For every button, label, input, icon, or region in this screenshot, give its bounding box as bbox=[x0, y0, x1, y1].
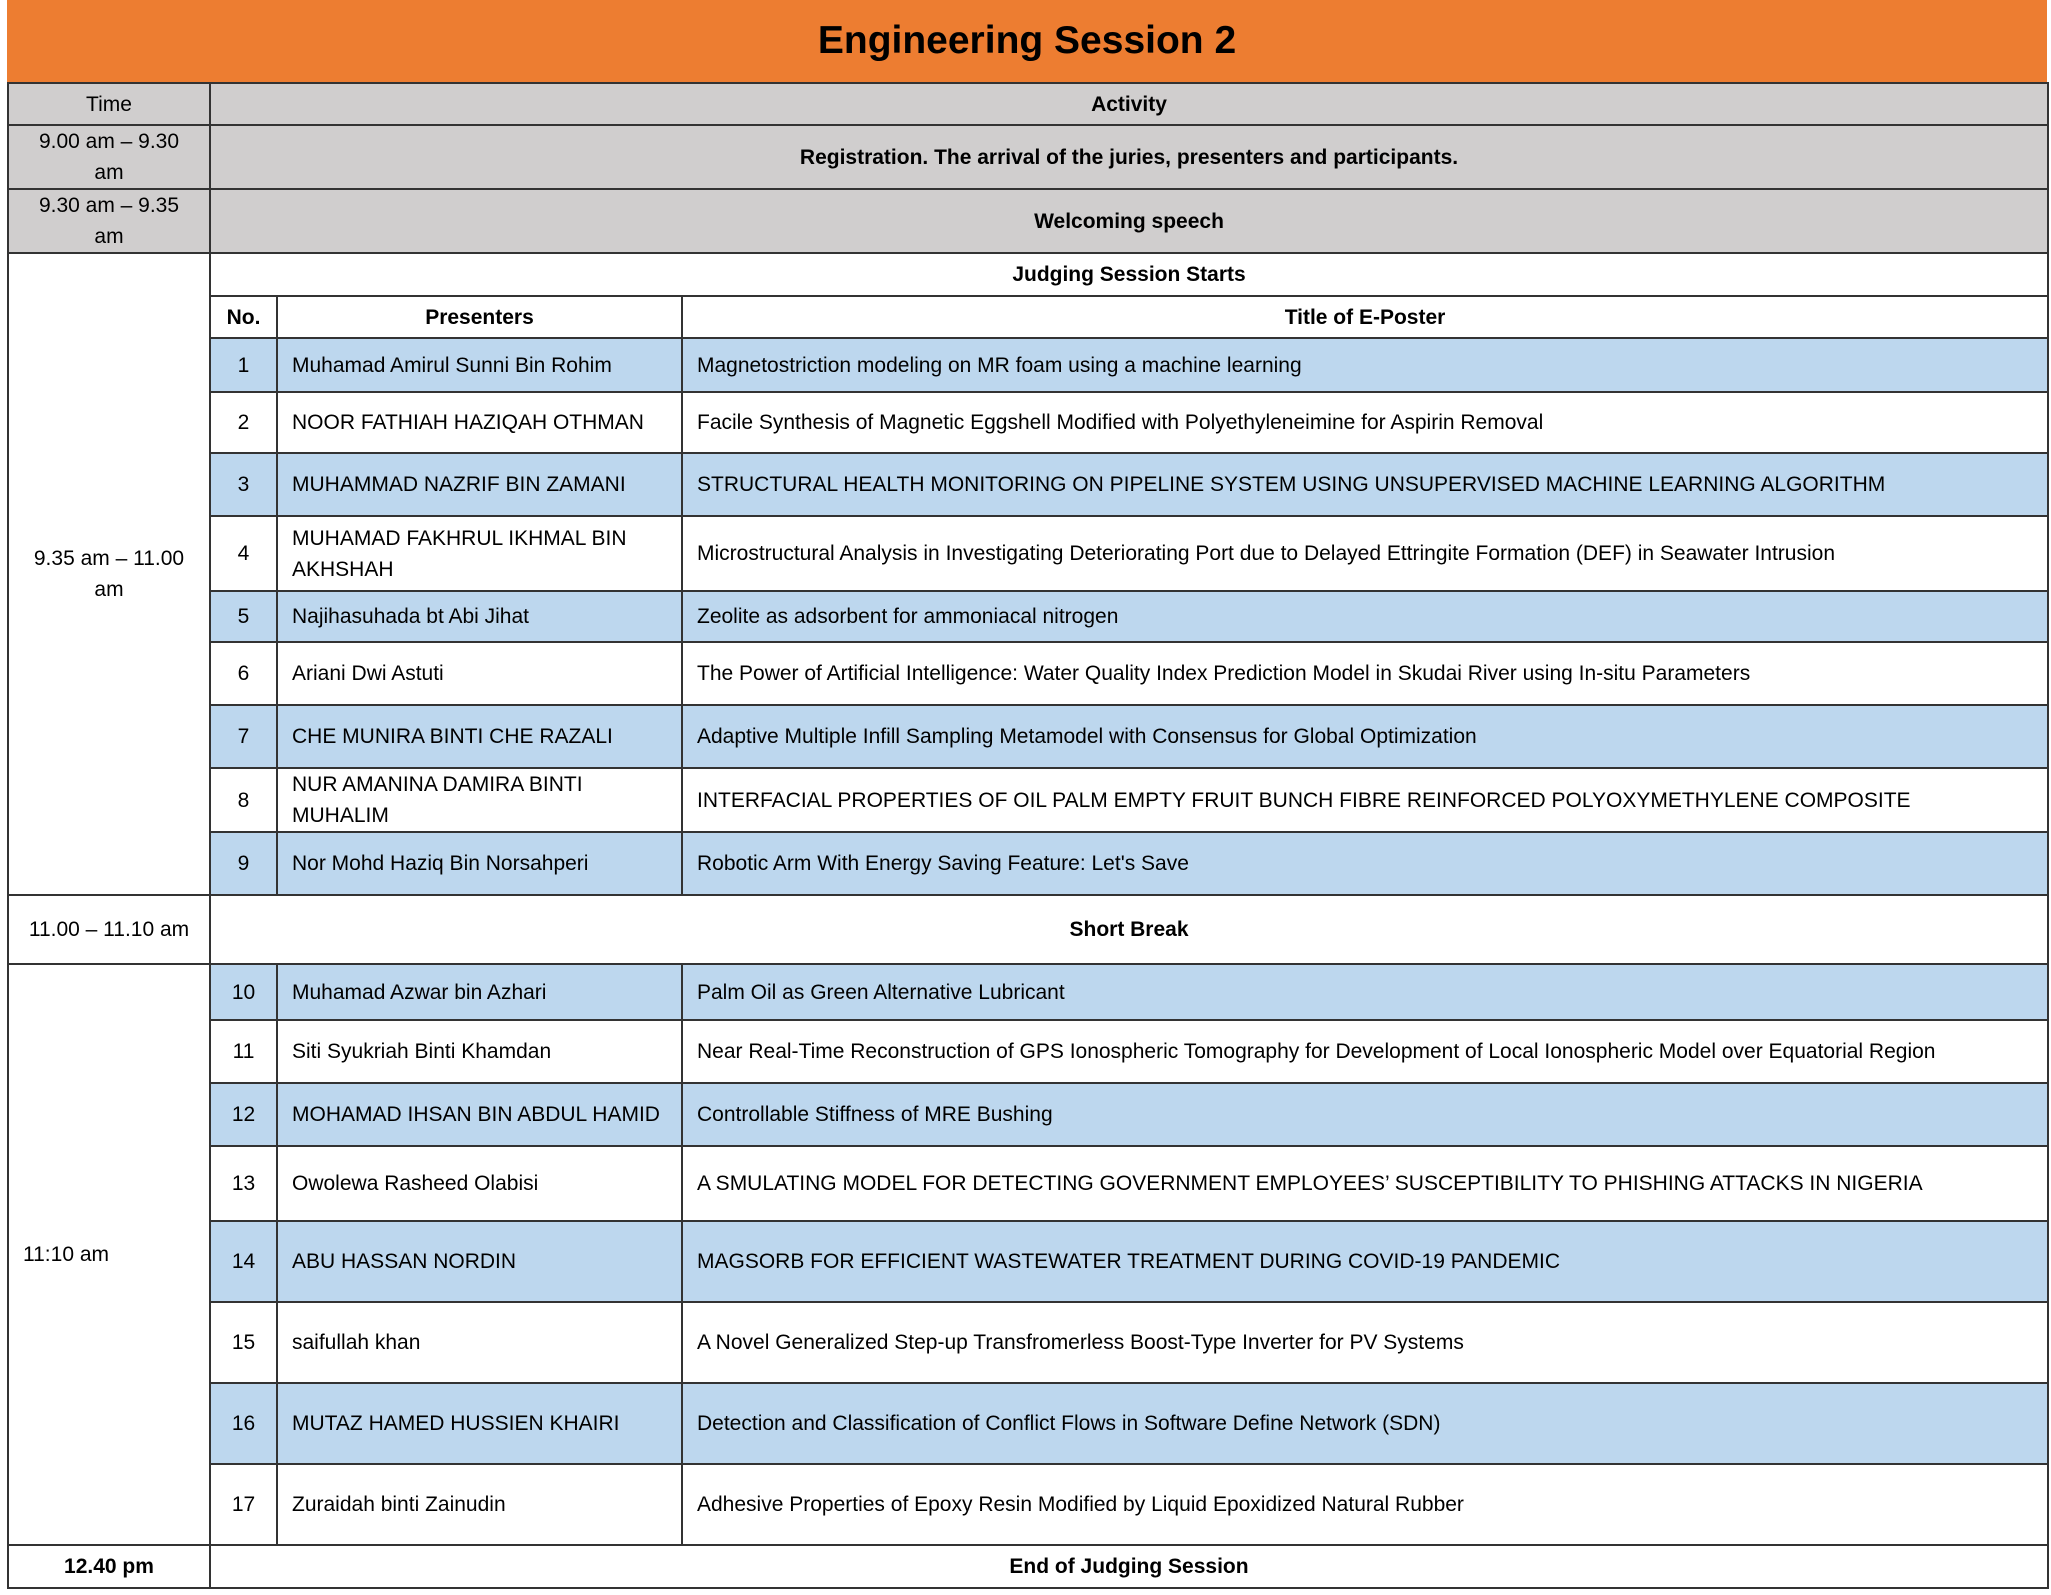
table-row: 11 Siti Syukriah Binti Khamdan Near Real-T… bbox=[8, 1019, 2050, 1084]
block2-time: 11:10 am bbox=[7, 963, 211, 1546]
table-row: 16 MUTAZ HAMED HUSSIEN KHAIRI Detection an… bbox=[8, 1382, 2050, 1465]
judging-start-row: 9.35 am – 11.00 am Judging Session Start… bbox=[7, 252, 2050, 896]
table-row: 1 Muhamad Amirul Sunni Bin Rohim Magnetost… bbox=[8, 337, 2050, 393]
column-header-row: No. Presenters Title of E-Poster bbox=[8, 295, 2050, 339]
presenter-name: Owolewa Rasheed Olabisi bbox=[276, 1145, 683, 1222]
end-row: 12.40 pm End of Judging Session bbox=[7, 1544, 2050, 1589]
row-number: 5 bbox=[209, 590, 278, 643]
judging-start-heading: Judging Session Starts bbox=[208, 252, 2050, 297]
row-number: 12 bbox=[209, 1082, 278, 1147]
registration-activity: Registration. The arrival of the juries,… bbox=[208, 124, 2050, 190]
row-number: 9 bbox=[209, 831, 278, 896]
end-activity: End of Judging Session bbox=[208, 1544, 2050, 1589]
schedule-table: Time Activity 9.00 am – 9.30 am Registra… bbox=[7, 82, 2050, 1589]
no-column-header: No. bbox=[209, 295, 278, 339]
presenter-name: Zuraidah binti Zainudin bbox=[276, 1463, 683, 1546]
table-row: 2 NOOR FATHIAH HAZIQAH OTHMAN Facile Synth… bbox=[8, 391, 2050, 454]
row-number: 13 bbox=[209, 1145, 278, 1222]
title-column-header: Title of E-Poster bbox=[680, 295, 2050, 339]
poster-title: Palm Oil as Green Alternative Lubricant bbox=[680, 963, 2050, 1021]
presenters-column-header: Presenters bbox=[276, 295, 683, 339]
row-number: 8 bbox=[209, 767, 278, 833]
row-number: 14 bbox=[209, 1220, 278, 1303]
poster-title: The Power of Artificial Intelligence: Wa… bbox=[680, 641, 2050, 706]
presenter-name: ABU HASSAN NORDIN bbox=[276, 1220, 683, 1303]
poster-title: Facile Synthesis of Magnetic Eggshell Mo… bbox=[680, 391, 2050, 454]
row-number: 10 bbox=[209, 963, 278, 1021]
table-row: 13 Owolewa Rasheed Olabisi A SMULATING MOD… bbox=[8, 1145, 2050, 1222]
row-number: 4 bbox=[209, 515, 278, 592]
row-number: 2 bbox=[209, 391, 278, 454]
presenter-name: MUHAMAD FAKHRUL IKHMAL BIN AKHSHAH bbox=[276, 515, 683, 592]
table-row: 11:10 am 10 Muhamad Azwar bin Azhari Palm O… bbox=[7, 963, 2050, 1546]
row-number: 7 bbox=[209, 704, 278, 769]
presenter-name: Nor Mohd Haziq Bin Norsahperi bbox=[276, 831, 683, 896]
block1-time: 9.35 am – 11.00 am bbox=[7, 252, 211, 896]
poster-title: INTERFACIAL PROPERTIES OF OIL PALM EMPTY… bbox=[680, 767, 2050, 833]
presenter-name: Siti Syukriah Binti Khamdan bbox=[276, 1019, 683, 1084]
presenter-name: NOOR FATHIAH HAZIQAH OTHMAN bbox=[276, 391, 683, 454]
short-break-activity: Short Break bbox=[208, 894, 2050, 965]
poster-title: Microstructural Analysis in Investigatin… bbox=[680, 515, 2050, 592]
registration-time: 9.00 am – 9.30 am bbox=[7, 124, 211, 190]
poster-title: Adaptive Multiple Infill Sampling Metamo… bbox=[680, 704, 2050, 769]
row-number: 6 bbox=[209, 641, 278, 706]
presenter-name: Muhamad Amirul Sunni Bin Rohim bbox=[276, 337, 683, 393]
time-header: Time bbox=[7, 82, 211, 126]
welcoming-activity: Welcoming speech bbox=[208, 188, 2050, 254]
table-row: 17 Zuraidah binti Zainudin Adhesive Proper… bbox=[8, 1463, 2050, 1546]
poster-title: STRUCTURAL HEALTH MONITORING ON PIPELINE… bbox=[680, 452, 2050, 517]
presenter-name: NUR AMANINA DAMIRA BINTI MUHALIM bbox=[276, 767, 683, 833]
poster-title: Zeolite as adsorbent for ammoniacal nitr… bbox=[680, 590, 2050, 643]
end-time: 12.40 pm bbox=[7, 1544, 211, 1589]
poster-title: A Novel Generalized Step-up Transfromerl… bbox=[680, 1301, 2050, 1384]
table-row: 15 saifullah khan A Novel Generalized Step… bbox=[8, 1301, 2050, 1384]
poster-title: Controllable Stiffness of MRE Bushing bbox=[680, 1082, 2050, 1147]
table-row: 5 Najihasuhada bt Abi Jihat Zeolite as ads… bbox=[8, 590, 2050, 643]
poster-title: Near Real-Time Reconstruction of GPS Ion… bbox=[680, 1019, 2050, 1084]
table-row: 7 CHE MUNIRA BINTI CHE RAZALI Adaptive Mul… bbox=[8, 704, 2050, 769]
poster-title: A SMULATING MODEL FOR DETECTING GOVERNME… bbox=[680, 1145, 2050, 1222]
presenter-name: saifullah khan bbox=[276, 1301, 683, 1384]
poster-title: Magnetostriction modeling on MR foam usi… bbox=[680, 337, 2050, 393]
short-break-time: 11.00 – 11.10 am bbox=[7, 894, 211, 965]
presenter-name: CHE MUNIRA BINTI CHE RAZALI bbox=[276, 704, 683, 769]
presenter-name: Najihasuhada bt Abi Jihat bbox=[276, 590, 683, 643]
registration-row: 9.00 am – 9.30 am Registration. The arri… bbox=[7, 124, 2050, 190]
row-number: 17 bbox=[209, 1463, 278, 1546]
table-row: 8 NUR AMANINA DAMIRA BINTI MUHALIM INTERFA… bbox=[8, 767, 2050, 833]
welcoming-time: 9.30 am – 9.35 am bbox=[7, 188, 211, 254]
table-row: 12 MOHAMAD IHSAN BIN ABDUL HAMID Controlla… bbox=[8, 1082, 2050, 1147]
table-row: 14 ABU HASSAN NORDIN MAGSORB FOR EFFICIENT… bbox=[8, 1220, 2050, 1303]
row-number: 3 bbox=[209, 452, 278, 517]
table-row: 9 Nor Mohd Haziq Bin Norsahperi Robotic Ar… bbox=[8, 831, 2050, 896]
poster-title: Robotic Arm With Energy Saving Feature: … bbox=[680, 831, 2050, 896]
poster-title: MAGSORB FOR EFFICIENT WASTEWATER TREATME… bbox=[680, 1220, 2050, 1303]
row-number: 1 bbox=[209, 337, 278, 393]
table-row: 3 MUHAMMAD NAZRIF BIN ZAMANI STRUCTURAL HE… bbox=[8, 452, 2050, 517]
table-row: 6 Ariani Dwi Astuti The Power of Artificia… bbox=[8, 641, 2050, 706]
table-row: 4 MUHAMAD FAKHRUL IKHMAL BIN AKHSHAH Micro… bbox=[8, 515, 2050, 592]
presenter-name: MUTAZ HAMED HUSSIEN KHAIRI bbox=[276, 1382, 683, 1465]
presenter-name: Muhamad Azwar bin Azhari bbox=[276, 963, 683, 1021]
row-number: 15 bbox=[209, 1301, 278, 1384]
row-number: 11 bbox=[209, 1019, 278, 1084]
row-number: 16 bbox=[209, 1382, 278, 1465]
session-title: Engineering Session 2 bbox=[7, 0, 2047, 82]
activity-header: Activity bbox=[208, 82, 2050, 126]
poster-title: Detection and Classification of Conflict… bbox=[680, 1382, 2050, 1465]
presenter-name: MUHAMMAD NAZRIF BIN ZAMANI bbox=[276, 452, 683, 517]
presenter-name: MOHAMAD IHSAN BIN ABDUL HAMID bbox=[276, 1082, 683, 1147]
short-break-row: 11.00 – 11.10 am Short Break bbox=[7, 894, 2050, 965]
welcoming-row: 9.30 am – 9.35 am Welcoming speech bbox=[7, 188, 2050, 254]
header-row: Time Activity bbox=[7, 82, 2050, 126]
presenter-name: Ariani Dwi Astuti bbox=[276, 641, 683, 706]
poster-title: Adhesive Properties of Epoxy Resin Modif… bbox=[680, 1463, 2050, 1546]
